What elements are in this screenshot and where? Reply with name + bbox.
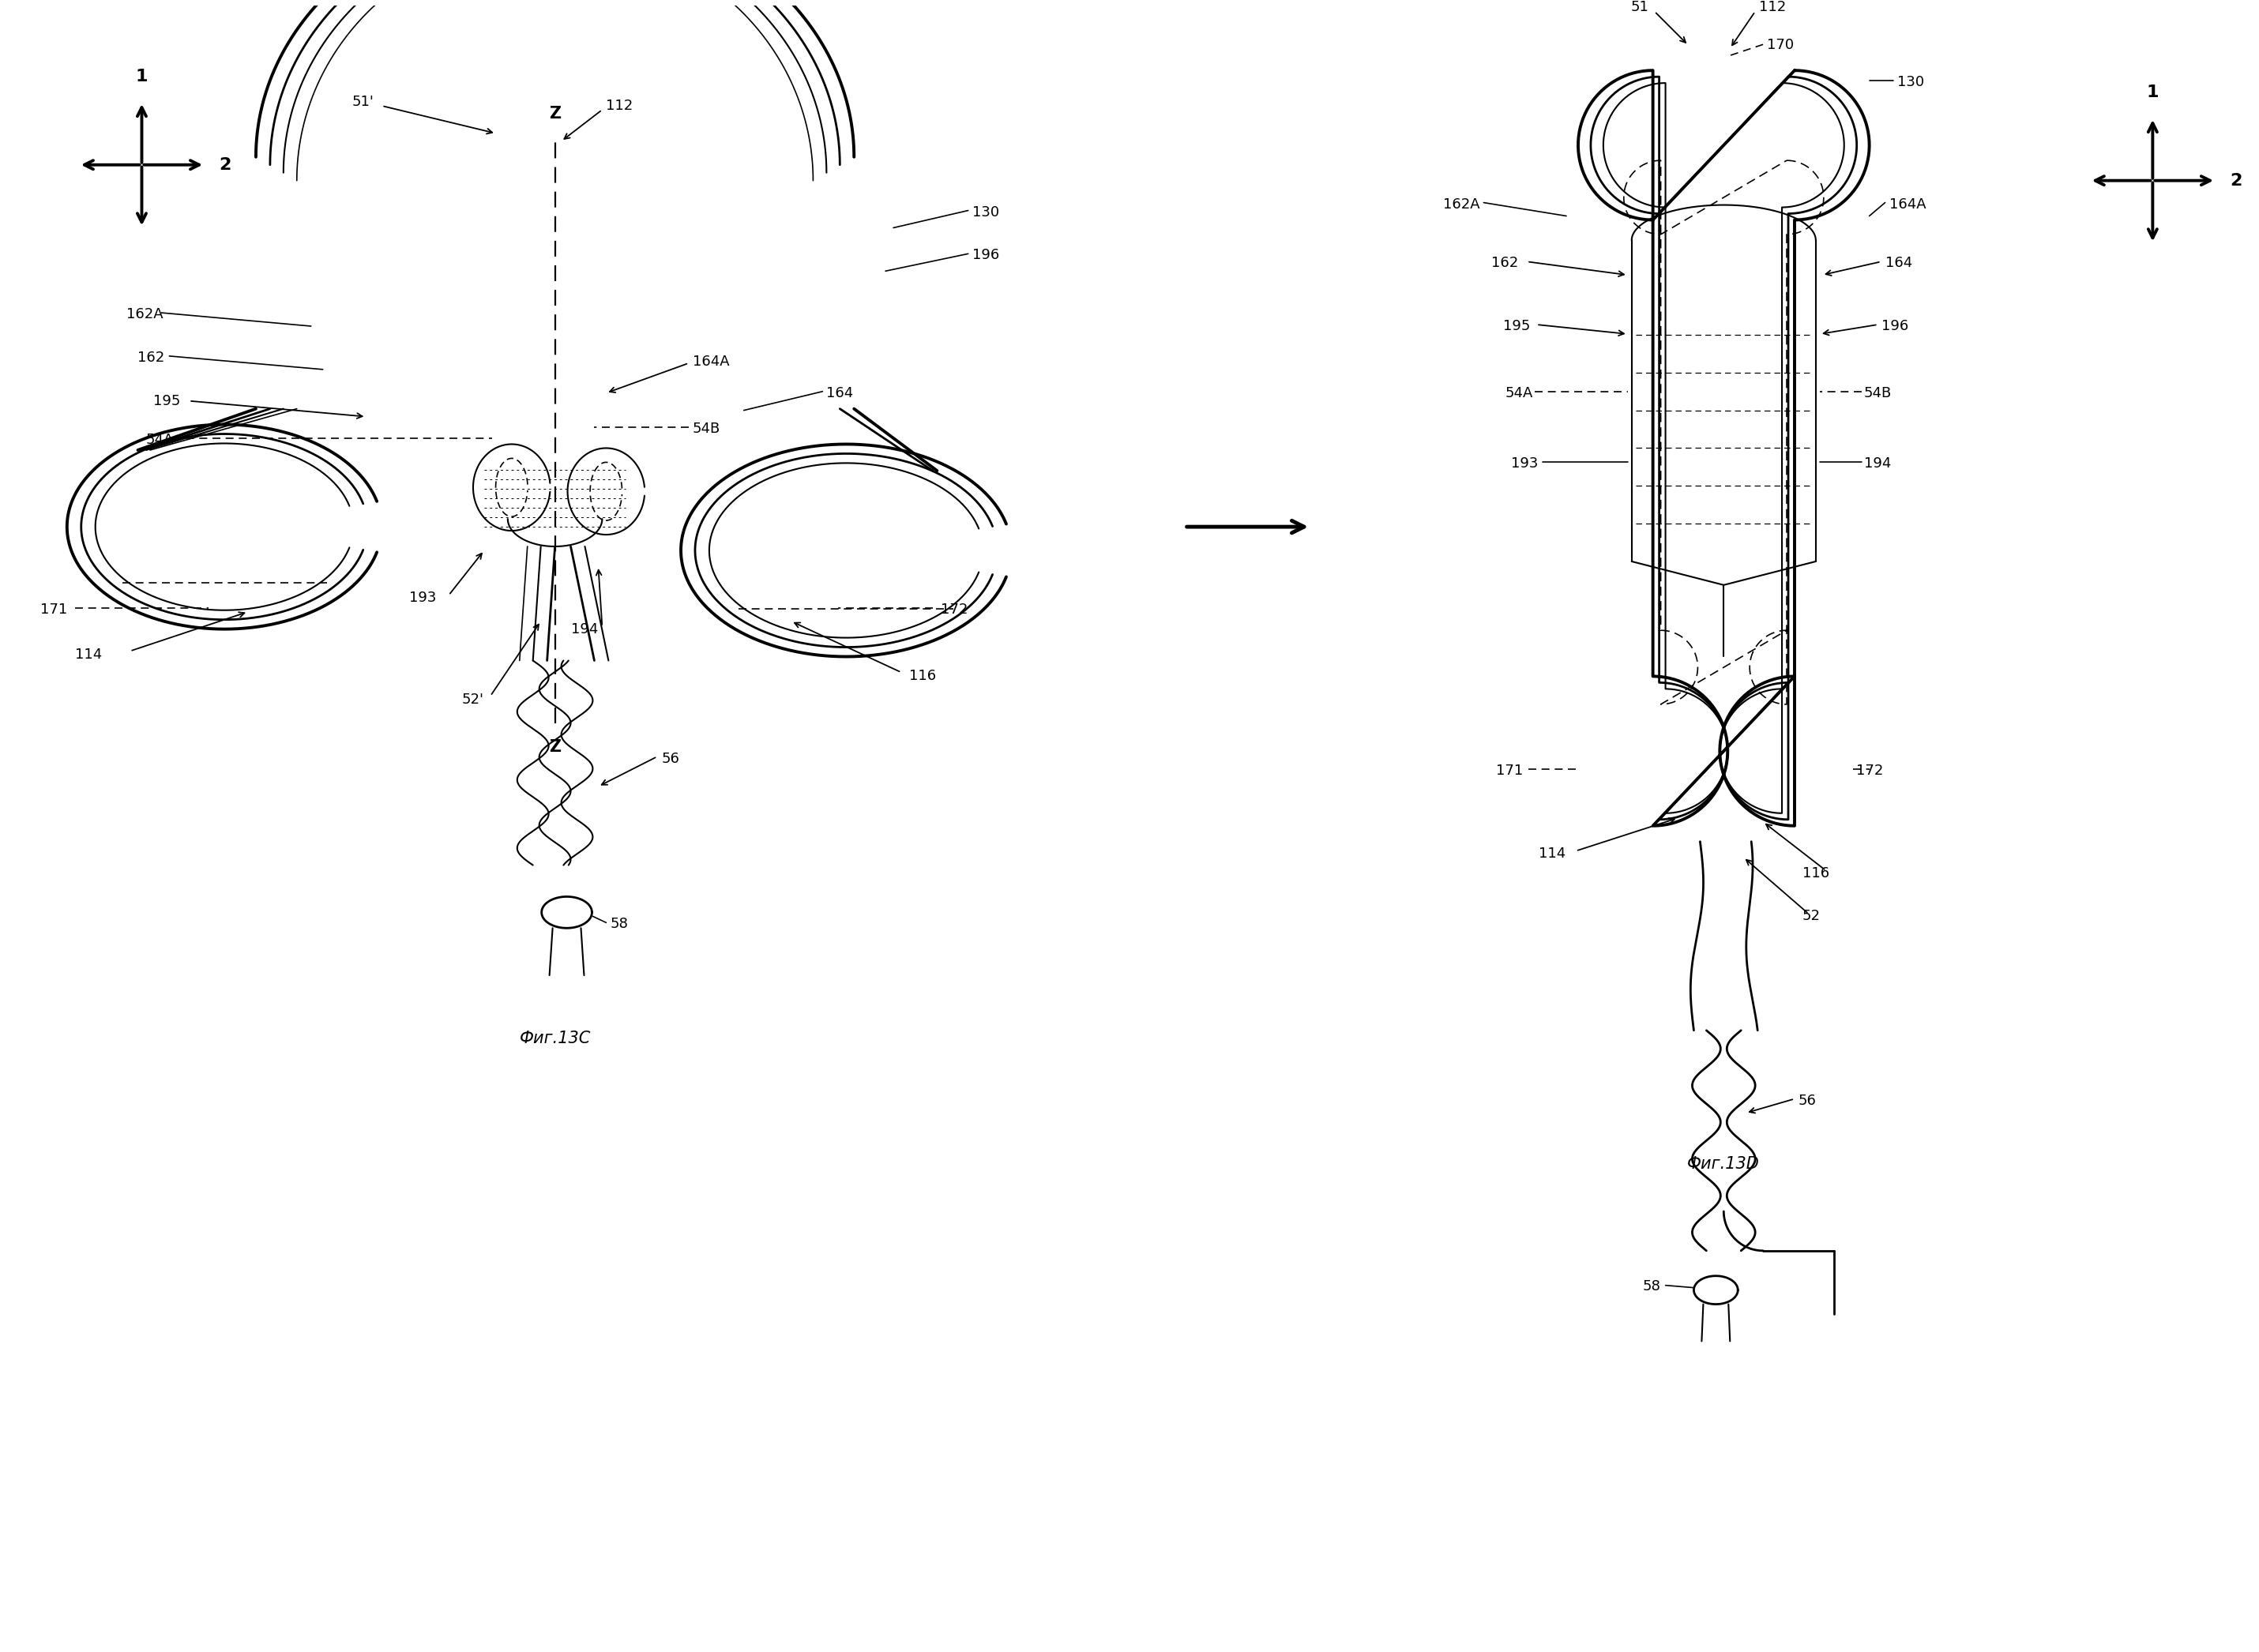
Text: 162A: 162A [127,307,163,322]
Text: 172: 172 [1857,763,1884,778]
Text: 54A: 54A [145,433,174,448]
Text: 1: 1 [2146,84,2160,101]
Text: 58: 58 [1642,1279,1660,1294]
Text: 54B: 54B [694,421,721,436]
Text: 114: 114 [75,648,102,661]
Text: 112: 112 [1760,0,1787,15]
Text: 196: 196 [971,248,998,263]
Text: 2: 2 [2230,173,2241,188]
Text: 1: 1 [136,69,147,84]
Text: 162A: 162A [1444,197,1480,211]
Text: 172: 172 [940,603,967,616]
Text: 193: 193 [1511,456,1538,471]
Text: 52: 52 [1803,909,1821,923]
Text: Z: Z [549,738,560,755]
Text: Z: Z [549,106,560,122]
Text: 171: 171 [41,603,68,616]
Text: 164A: 164A [694,355,730,368]
Text: 114: 114 [1538,846,1565,861]
Text: 51': 51' [352,94,375,109]
Text: 193: 193 [409,590,436,605]
Text: 52': 52' [463,692,483,707]
Text: 51: 51 [1631,0,1649,15]
Text: 162: 162 [138,350,165,365]
Text: 194: 194 [572,621,599,636]
Text: 162: 162 [1491,256,1518,271]
Text: 2: 2 [219,157,230,173]
Text: 164: 164 [1884,256,1911,271]
Text: 58: 58 [610,917,628,932]
Text: 116: 116 [908,669,935,684]
Text: Фиг.13C: Фиг.13C [520,1031,590,1046]
Text: 130: 130 [971,205,998,220]
Text: 194: 194 [1864,456,1891,471]
Text: 171: 171 [1495,763,1523,778]
Text: 164: 164 [827,387,854,400]
Text: Фиг.13D: Фиг.13D [1687,1156,1760,1171]
Text: 116: 116 [1803,866,1830,881]
Text: 170: 170 [1767,38,1794,53]
Text: 196: 196 [1882,319,1909,334]
Text: 54A: 54A [1504,387,1534,400]
Text: 164A: 164A [1889,197,1927,211]
Text: 195: 195 [154,393,181,408]
Text: 130: 130 [1898,74,1925,89]
Text: 56: 56 [1798,1094,1816,1108]
Text: 195: 195 [1502,319,1532,334]
Text: 54B: 54B [1864,387,1891,400]
Text: 56: 56 [662,752,680,767]
Text: 112: 112 [605,99,633,112]
